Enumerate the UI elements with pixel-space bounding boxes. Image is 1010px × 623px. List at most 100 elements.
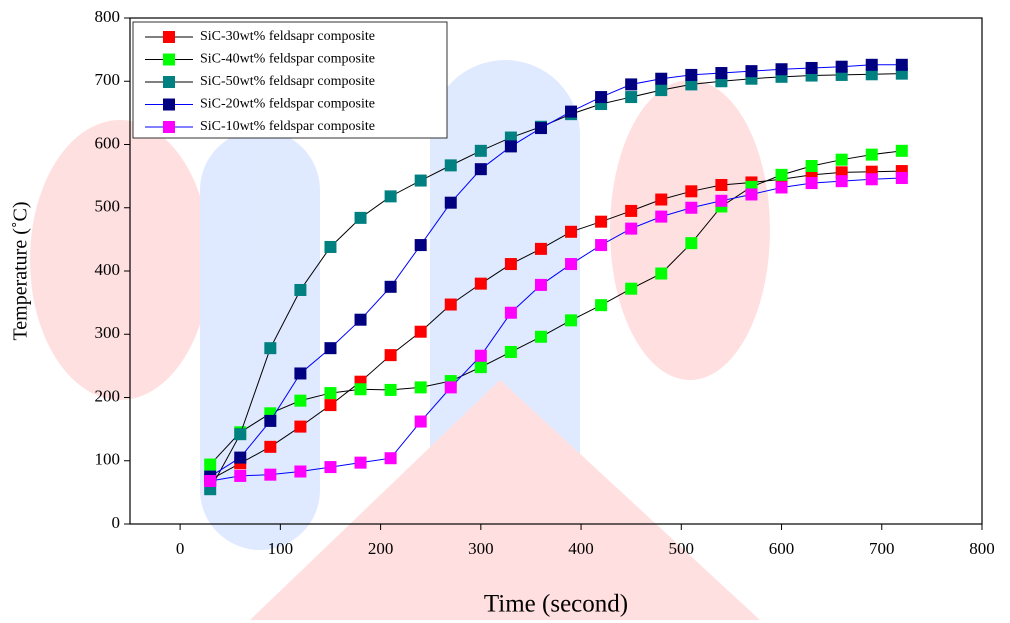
- data-marker: [414, 381, 427, 394]
- data-marker: [264, 414, 277, 427]
- data-marker: [504, 258, 517, 271]
- data-marker: [625, 222, 638, 235]
- x-tick-label: 300: [468, 539, 494, 558]
- data-marker: [835, 175, 848, 188]
- data-marker: [384, 190, 397, 203]
- data-marker: [534, 242, 547, 255]
- data-marker: [565, 225, 578, 238]
- data-marker: [474, 349, 487, 362]
- data-marker: [895, 172, 908, 185]
- data-marker: [534, 122, 547, 135]
- legend-label: SiC-20wt% feldspar composite: [200, 97, 375, 112]
- data-marker: [264, 440, 277, 453]
- data-marker: [775, 168, 788, 181]
- data-marker: [745, 188, 758, 201]
- data-marker: [414, 239, 427, 252]
- x-tick-label: 700: [869, 539, 895, 558]
- y-tick-label: 700: [95, 70, 121, 89]
- data-marker: [294, 283, 307, 296]
- legend-marker: [163, 53, 175, 66]
- data-marker: [204, 458, 217, 471]
- data-marker: [474, 361, 487, 374]
- y-tick-label: 300: [95, 323, 121, 342]
- x-tick-label: 100: [268, 539, 294, 558]
- data-marker: [865, 58, 878, 71]
- data-marker: [745, 65, 758, 78]
- watermark: [30, 60, 770, 620]
- data-marker: [324, 387, 337, 400]
- x-tick-label: 600: [769, 539, 795, 558]
- data-marker: [655, 84, 668, 97]
- legend-label: SiC-50wt% feldsapr composite: [200, 74, 375, 89]
- y-tick-label: 400: [95, 260, 121, 279]
- data-marker: [474, 163, 487, 176]
- data-marker: [715, 67, 728, 80]
- data-marker: [685, 185, 698, 198]
- legend-marker: [163, 98, 175, 111]
- data-marker: [294, 420, 307, 433]
- data-marker: [685, 237, 698, 250]
- data-marker: [775, 63, 788, 76]
- y-tick-label: 200: [95, 386, 121, 405]
- data-marker: [895, 58, 908, 71]
- data-marker: [625, 204, 638, 217]
- data-marker: [595, 91, 608, 104]
- y-axis-label: Temperature (˚C): [10, 201, 32, 340]
- data-marker: [444, 159, 457, 172]
- data-marker: [805, 61, 818, 74]
- data-marker: [294, 367, 307, 380]
- y-tick-label: 800: [95, 7, 121, 26]
- data-marker: [504, 345, 517, 358]
- data-marker: [504, 140, 517, 153]
- legend-marker: [163, 121, 175, 133]
- data-marker: [354, 456, 367, 469]
- data-marker: [685, 78, 698, 91]
- legend-marker: [163, 76, 175, 88]
- data-marker: [685, 68, 698, 81]
- data-marker: [595, 239, 608, 252]
- data-marker: [414, 415, 427, 428]
- data-marker: [234, 428, 247, 441]
- data-marker: [625, 282, 638, 295]
- legend-label: SiC-40wt% feldspar composite: [200, 52, 375, 67]
- data-marker: [234, 469, 247, 482]
- data-marker: [805, 160, 818, 173]
- data-marker: [534, 330, 547, 343]
- data-marker: [474, 277, 487, 290]
- data-marker: [384, 383, 397, 396]
- data-marker: [595, 299, 608, 312]
- data-marker: [565, 258, 578, 271]
- data-marker: [865, 148, 878, 161]
- data-marker: [324, 240, 337, 253]
- data-marker: [625, 91, 638, 104]
- data-marker: [234, 451, 247, 464]
- data-marker: [294, 394, 307, 407]
- legend-box: [132, 21, 448, 139]
- data-marker: [384, 280, 397, 293]
- data-marker: [204, 474, 217, 487]
- data-marker: [444, 196, 457, 209]
- data-marker: [715, 178, 728, 191]
- data-marker: [625, 78, 638, 91]
- data-marker: [384, 452, 397, 465]
- data-marker: [565, 105, 578, 118]
- data-marker: [444, 298, 457, 311]
- data-marker: [354, 313, 367, 326]
- data-marker: [835, 60, 848, 73]
- data-marker: [655, 210, 668, 223]
- data-marker: [324, 399, 337, 412]
- data-marker: [865, 68, 878, 81]
- data-marker: [565, 314, 578, 327]
- data-marker: [655, 72, 668, 85]
- x-tick-label: 0: [176, 539, 185, 558]
- x-tick-label: 800: [969, 539, 995, 558]
- data-marker: [324, 461, 337, 474]
- data-marker: [474, 144, 487, 157]
- data-marker: [655, 267, 668, 280]
- data-marker: [294, 465, 307, 478]
- x-tick-label: 400: [568, 539, 594, 558]
- data-marker: [534, 278, 547, 291]
- legend-label: SiC-30wt% feldsapr composite: [200, 29, 375, 44]
- y-tick-label: 100: [95, 450, 121, 469]
